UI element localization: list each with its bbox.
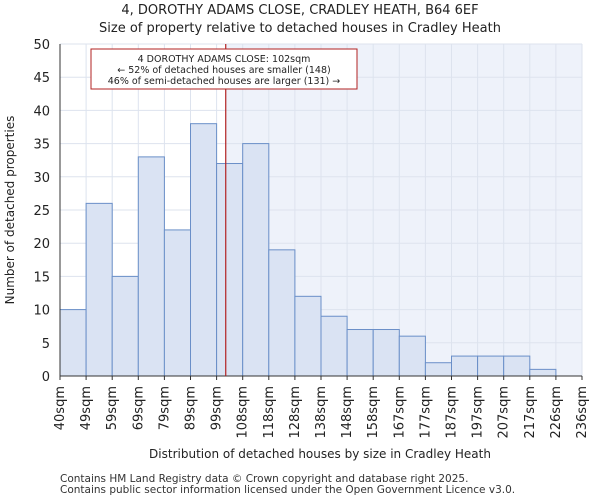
histogram-bar [477,355,505,377]
x-tick-label: 59sqm [105,386,120,430]
histogram-bar [268,249,296,377]
histogram-bar [451,355,479,377]
histogram-bar [294,295,322,377]
y-axis-label: Number of detached properties [3,116,17,305]
x-tick-label: 128sqm [288,386,303,439]
x-tick-label: 79sqm [157,386,172,430]
x-tick-label: 226sqm [549,386,564,439]
footer-line-2: Contains public sector information licen… [60,484,516,496]
y-tick-label: 40 [33,104,50,119]
histogram-bar [503,355,531,377]
histogram-bar [398,335,426,377]
x-tick-label: 167sqm [392,386,407,439]
annotation-line-1: 4 DOROTHY ADAMS CLOSE: 102sqm [138,54,311,65]
x-tick-label: 217sqm [523,386,538,439]
histogram-bar [137,156,165,377]
x-tick-label: 40sqm [53,386,68,430]
histogram-bar [372,329,400,377]
x-tick-label: 158sqm [366,386,381,439]
annotation-line-2: ← 52% of detached houses are smaller (14… [117,65,330,76]
x-tick-label: 207sqm [497,386,512,439]
x-tick-label: 69sqm [131,386,146,430]
y-tick-label: 20 [33,237,50,252]
x-tick-label: 108sqm [236,386,251,439]
y-tick-label: 25 [33,204,50,219]
histogram-bar [216,163,244,377]
x-tick-label: 118sqm [262,386,277,439]
histogram-bar [424,362,452,377]
histogram-bar [320,315,348,377]
chart-title: 4, DOROTHY ADAMS CLOSE, CRADLEY HEATH, B… [121,3,479,18]
histogram-bar [163,229,191,377]
y-tick-label: 35 [33,138,50,153]
histogram-bar [59,309,87,377]
x-tick-label: 236sqm [575,386,590,439]
x-tick-label: 197sqm [471,386,486,439]
x-tick-label: 138sqm [314,386,329,439]
y-tick-label: 30 [33,171,50,186]
histogram-bar [242,143,270,377]
x-tick-label: 49sqm [79,386,94,430]
x-tick-label: 148sqm [340,386,355,439]
y-tick-label: 10 [33,304,50,319]
x-tick-label: 89sqm [184,386,199,430]
y-tick-label: 45 [33,71,50,86]
x-tick-label: 99sqm [210,386,225,430]
chart-subtitle: Size of property relative to detached ho… [99,21,501,36]
y-tick-label: 50 [33,38,50,53]
histogram-bar [85,202,113,377]
footer-line-1: Contains HM Land Registry data © Crown c… [60,473,469,485]
annotation-line-3: 46% of semi-detached houses are larger (… [108,76,341,87]
annotation-frame [90,48,358,90]
x-axis-label: Distribution of detached houses by size … [149,447,491,461]
histogram-bar [111,275,139,377]
y-tick-label: 0 [42,370,50,385]
annotation-box: 4 DOROTHY ADAMS CLOSE: 102sqm ← 52% of d… [90,48,358,90]
histogram-bar [529,368,557,377]
x-tick-label: 177sqm [418,386,433,439]
histogram-bar [190,123,218,377]
y-tick-label: 15 [33,270,50,285]
y-tick-label: 5 [42,337,50,352]
histogram-bar [346,329,374,377]
x-tick-label: 187sqm [445,386,460,439]
